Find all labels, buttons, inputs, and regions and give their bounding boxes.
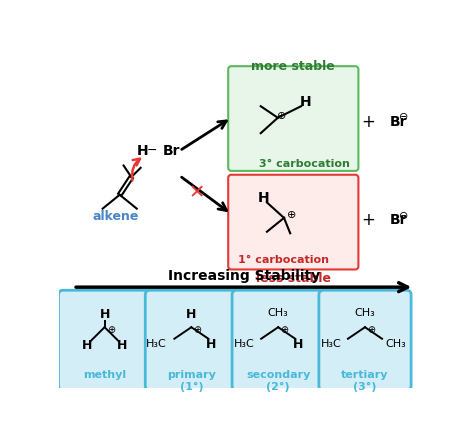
Text: less stable: less stable [256,272,331,285]
Text: Increasing Stability: Increasing Stability [168,269,320,283]
Text: H: H [117,339,127,352]
Text: alkene: alkene [92,210,139,223]
FancyBboxPatch shape [319,290,411,390]
Text: H: H [100,308,110,321]
Text: H₃C: H₃C [321,339,342,349]
Text: H₃C: H₃C [234,339,255,349]
Text: H: H [257,191,269,205]
Text: ⊕: ⊕ [280,324,289,334]
Text: CH₃: CH₃ [385,339,406,349]
Text: +: + [361,112,374,131]
Text: primary
(1°): primary (1°) [167,370,216,392]
Text: Br: Br [390,115,407,129]
Text: CH₃: CH₃ [355,308,375,318]
FancyBboxPatch shape [232,290,324,390]
FancyBboxPatch shape [228,66,358,171]
Text: tertiary
(3°): tertiary (3°) [341,370,389,392]
Text: ⊕: ⊕ [107,325,115,335]
Text: ⊖: ⊖ [400,211,409,221]
Text: methyl: methyl [83,370,126,380]
Text: H: H [82,339,93,352]
FancyBboxPatch shape [145,290,237,390]
FancyBboxPatch shape [58,290,151,390]
Text: secondary
(2°): secondary (2°) [246,370,310,392]
Text: −: − [146,144,157,157]
Text: H: H [137,144,148,158]
Text: ⊕: ⊕ [287,210,296,220]
Text: 1° carbocation: 1° carbocation [237,255,328,265]
Text: H: H [206,337,217,351]
Text: +: + [361,211,374,229]
Text: H₃C: H₃C [146,339,166,349]
Text: CH₃: CH₃ [268,308,289,318]
Text: H: H [300,95,311,109]
Text: H: H [186,308,197,321]
Text: ⊖: ⊖ [400,112,409,122]
Text: ⊕: ⊕ [277,111,286,121]
Text: H: H [293,337,303,351]
Text: Br: Br [390,213,407,227]
Text: ⊕: ⊕ [367,324,375,334]
Text: 3° carbocation: 3° carbocation [259,159,350,169]
Text: more stable: more stable [251,60,335,73]
Text: ⊕: ⊕ [193,324,201,334]
Text: ✕: ✕ [189,183,205,202]
Text: Br: Br [162,144,180,158]
FancyBboxPatch shape [228,175,358,269]
